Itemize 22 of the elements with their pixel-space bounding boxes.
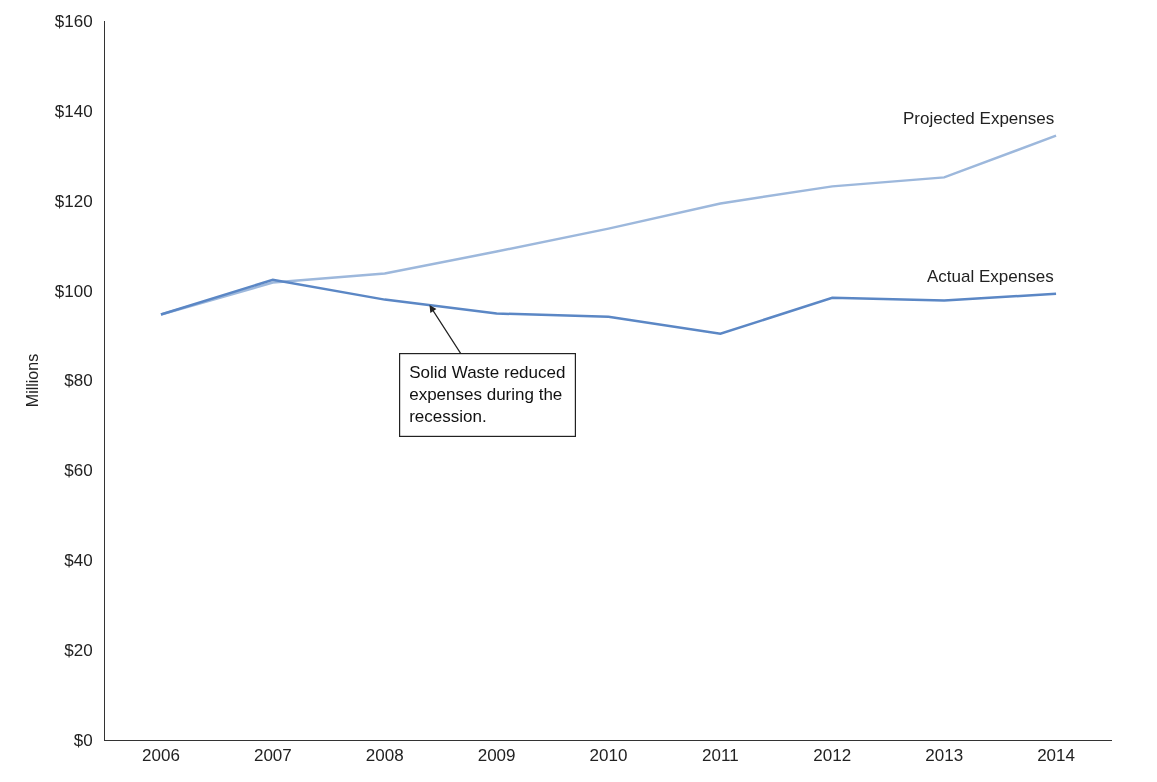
y-tick-label: $0 bbox=[73, 730, 93, 750]
series-label: Actual Expenses bbox=[927, 267, 1054, 286]
x-tick-label: 2006 bbox=[142, 746, 180, 766]
x-tick-label: 2011 bbox=[702, 746, 739, 766]
y-tick-label: $120 bbox=[54, 191, 93, 211]
x-tick-label: 2013 bbox=[925, 746, 964, 766]
x-tick-label: 2010 bbox=[589, 746, 628, 766]
x-tick-label: 2009 bbox=[477, 746, 516, 766]
y-axis-title: Millions bbox=[23, 353, 41, 408]
x-tick-label: 2008 bbox=[365, 746, 404, 766]
x-tick-label: 2007 bbox=[253, 746, 292, 766]
y-tick-label: $60 bbox=[64, 461, 93, 481]
x-tick-label: 2012 bbox=[813, 746, 852, 766]
series-label: Projected Expenses bbox=[903, 109, 1055, 128]
y-tick-label: $40 bbox=[64, 551, 93, 571]
y-tick-label: $80 bbox=[64, 371, 93, 391]
annotation: Solid Waste reduced expenses during the recession. bbox=[409, 363, 566, 427]
y-tick-label: $140 bbox=[54, 101, 93, 121]
y-tick-label: $160 bbox=[54, 11, 93, 31]
x-tick-label: 2014 bbox=[1037, 746, 1075, 766]
y-tick-label: $20 bbox=[64, 641, 93, 661]
y-tick-label: $100 bbox=[54, 281, 93, 301]
